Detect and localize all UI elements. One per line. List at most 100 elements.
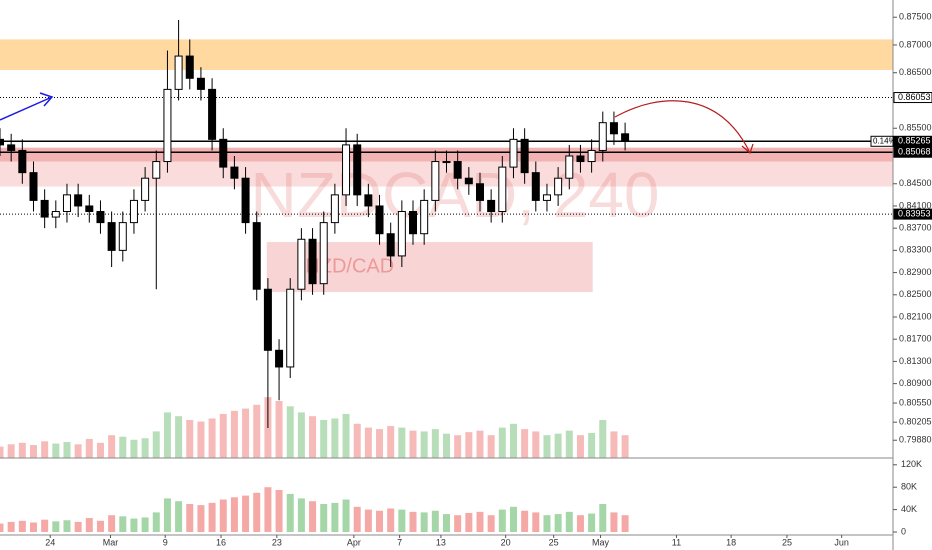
y-tick-label: 0.81300 (899, 356, 932, 366)
volume-overlay-bar (487, 435, 495, 458)
volume-bar (498, 509, 506, 532)
candle-body (397, 211, 406, 257)
volume-bar (74, 521, 82, 532)
volume-bar (342, 499, 350, 532)
price-label: 0.86053 (898, 92, 931, 102)
candle-body (431, 161, 440, 201)
x-tick-label: 18 (726, 537, 736, 547)
x-tick-label: 25 (549, 537, 559, 547)
volume-overlay-bar (610, 431, 618, 458)
x-tick-label: May (592, 537, 610, 547)
volume-bar (521, 510, 529, 532)
candle-body (118, 222, 127, 251)
zone-label: NZD/CAD (305, 255, 394, 277)
volume-bar (0, 523, 4, 532)
y-tick-label: 0.81700 (899, 334, 932, 344)
candle-body (319, 222, 328, 285)
candle-body (275, 349, 284, 368)
volume-bar (554, 514, 562, 532)
volume-overlay-bar (331, 418, 339, 458)
volume-overlay-bar (420, 431, 428, 458)
candle-body (330, 194, 339, 224)
volume-overlay-bar (52, 443, 60, 458)
candle-body (0, 138, 4, 146)
volume-overlay-bar (398, 427, 406, 458)
price-label-box (893, 92, 932, 104)
x-tick-label: 23 (272, 537, 282, 547)
volume-bar (41, 519, 49, 532)
candle-body (297, 238, 306, 290)
volume-bar (29, 522, 37, 532)
volume-bar (309, 501, 317, 532)
candle-body (509, 138, 518, 168)
volume-bar (152, 512, 160, 532)
volume-overlay-bar (175, 416, 183, 458)
volume-bar (208, 502, 216, 532)
price-label-box (893, 146, 932, 158)
volume-overlay-bar (230, 410, 238, 458)
volume-overlay-bar (286, 406, 294, 458)
y-tick-label: 0.85500 (899, 123, 932, 133)
price-label: 0.85068 (898, 147, 931, 157)
volume-overlay-bar (186, 420, 194, 458)
volume-overlay-bar (599, 420, 607, 458)
candle-body (375, 205, 384, 235)
x-tick-label: 7 (397, 537, 402, 547)
volume-bar (509, 506, 517, 532)
x-tick-label: Apr (347, 537, 361, 547)
candle-body (18, 149, 27, 174)
candle-body (576, 155, 585, 163)
x-tick-label: Mar (103, 537, 119, 547)
candle-body (129, 199, 138, 224)
y-tick-label: 0.83300 (899, 245, 932, 255)
x-tick-label: 20 (501, 537, 511, 547)
candle-body (464, 177, 473, 185)
volume-bar (576, 515, 584, 532)
candle-body (409, 211, 418, 235)
volume-bar (376, 510, 384, 532)
candle-body (230, 166, 239, 179)
volume-overlay-bar (219, 413, 227, 458)
volume-bar (420, 512, 428, 532)
volume-bar (387, 508, 395, 532)
percent-change: 0.14% (873, 136, 896, 145)
volume-tick-label: 40K (901, 504, 917, 514)
candle-body (141, 177, 150, 201)
volume-overlay-bar (309, 416, 317, 458)
volume-overlay-bar (119, 436, 127, 458)
volume-bar (275, 490, 283, 532)
volume-bar (85, 518, 93, 532)
volume-bar (487, 515, 495, 532)
x-tick-label: 16 (216, 537, 226, 547)
volume-overlay-bar (621, 435, 629, 458)
volume-overlay-bar (364, 427, 372, 458)
candle-body (174, 55, 183, 90)
volume-bar (96, 520, 104, 532)
volume-overlay-bar (63, 442, 71, 458)
volume-bar (331, 502, 339, 532)
candle-body (487, 199, 496, 213)
volume-bar (186, 504, 194, 532)
volume-overlay-bar (74, 444, 82, 458)
y-tick-label: 0.80550 (899, 397, 932, 407)
volume-overlay-bar (342, 413, 350, 458)
x-tick-label: Jun (834, 537, 849, 547)
candle-body (74, 194, 83, 207)
candle-body (7, 144, 16, 151)
y-tick-label: 0.79880 (899, 435, 932, 445)
volume-bar (119, 516, 127, 532)
volume-bar (197, 505, 205, 532)
candle-body (219, 138, 228, 168)
y-tick-label: 0.87500 (899, 12, 932, 22)
volume-bar (7, 521, 15, 532)
volume-overlay-bar (275, 401, 283, 458)
volume-bar (543, 515, 551, 532)
candle-body (442, 161, 451, 164)
volume-bar (431, 510, 439, 532)
volume-bar (175, 501, 183, 532)
candle-body (286, 288, 295, 368)
candle-body (587, 149, 596, 163)
volume-bar (63, 520, 71, 532)
candle-body (85, 205, 94, 213)
volume-bar (264, 487, 272, 532)
